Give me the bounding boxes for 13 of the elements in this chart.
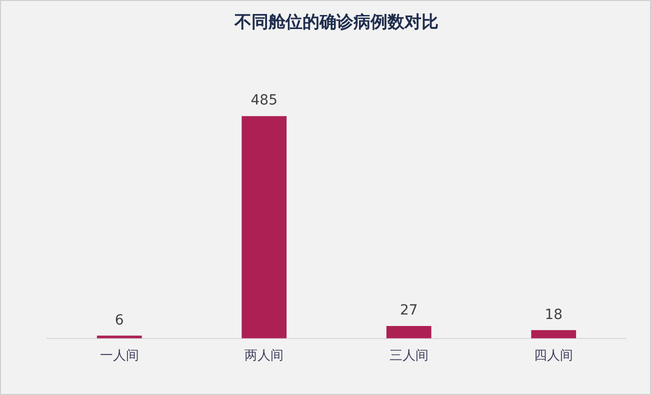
data-label: 485 <box>250 92 278 109</box>
data-label: 6 <box>114 312 124 328</box>
chart-title: 不同舱位的确诊病例数对比 <box>234 12 438 33</box>
x-tick-label: 一人间 <box>100 348 139 364</box>
bar <box>242 116 287 338</box>
x-tick-label: 两人间 <box>244 348 284 364</box>
bar <box>386 326 432 338</box>
bar <box>531 330 576 338</box>
data-label: 18 <box>544 306 563 323</box>
bar <box>96 336 142 338</box>
x-tick-label: 三人间 <box>389 348 428 364</box>
x-tick-label: 四人间 <box>534 348 574 364</box>
data-label: 27 <box>400 302 418 319</box>
